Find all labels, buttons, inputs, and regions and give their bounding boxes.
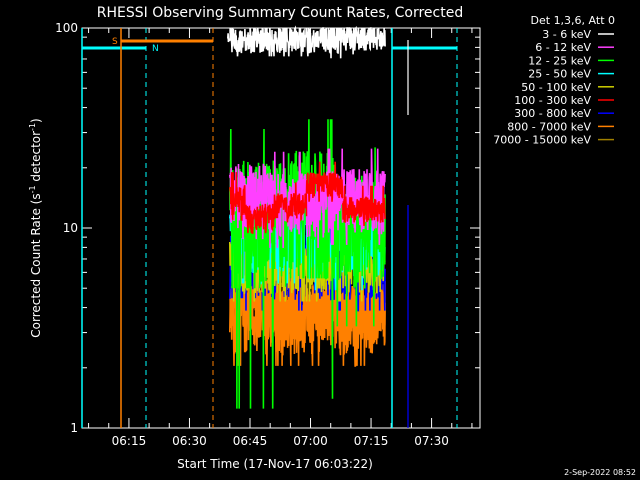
x-tick-label: 06:15 bbox=[112, 434, 147, 448]
footer-date: 2-Sep-2022 08:52 bbox=[564, 468, 636, 477]
series-trace bbox=[321, 27, 344, 59]
x-tick-label: 07:30 bbox=[414, 434, 449, 448]
saa-label: S bbox=[112, 37, 118, 47]
y-axis-label-sup2: -1 bbox=[28, 123, 37, 131]
legend-label: 6 - 12 keV bbox=[535, 41, 591, 54]
legend-label: 3 - 6 keV bbox=[542, 28, 591, 41]
night-label: N bbox=[152, 44, 159, 54]
y-axis-label-sup1: -1 bbox=[28, 185, 37, 193]
y-tick-label: 100 bbox=[55, 21, 78, 35]
legend-label: 12 - 25 keV bbox=[528, 54, 591, 67]
series-trace bbox=[333, 147, 386, 327]
series-trace bbox=[273, 182, 308, 223]
legend-label: 50 - 100 keV bbox=[521, 81, 591, 94]
chart-title: RHESSI Observing Summary Count Rates, Co… bbox=[97, 5, 463, 21]
y-tick-label: 10 bbox=[63, 221, 78, 235]
y-axis-label-main: Corrected Count Rate (s bbox=[29, 193, 43, 337]
x-tick-label: 06:45 bbox=[233, 434, 268, 448]
series-trace bbox=[229, 128, 288, 409]
series-trace bbox=[285, 119, 336, 399]
y-axis-label: Corrected Count Rate (s-1 detector-1) bbox=[28, 118, 43, 337]
legend-label: 100 - 300 keV bbox=[514, 94, 591, 107]
x-tick-label: 07:00 bbox=[293, 434, 328, 448]
x-tick-label: 06:30 bbox=[172, 434, 207, 448]
series-trace bbox=[305, 161, 344, 202]
legend-label: 25 - 50 keV bbox=[528, 68, 591, 81]
legend-label: 7000 - 15000 keV bbox=[493, 134, 591, 147]
series-trace bbox=[229, 269, 386, 367]
series-trace bbox=[227, 25, 324, 57]
series-trace bbox=[342, 25, 386, 55]
series-trace bbox=[245, 203, 275, 234]
x-axis-label: Start Time (17-Nov-17 06:03:22) bbox=[177, 457, 373, 471]
series-trace bbox=[229, 163, 267, 240]
legend-label: 300 - 800 keV bbox=[514, 107, 591, 120]
y-axis-label-end: ) bbox=[29, 118, 43, 123]
series-trace bbox=[229, 172, 247, 221]
y-axis-label-mid: detector bbox=[29, 131, 43, 186]
plot-area: 1 10 100 06:15 06:30 06:45 07:00 07:15 07:30 S N bbox=[55, 21, 481, 448]
legend-label: 800 - 7000 keV bbox=[507, 120, 591, 133]
legend-title: Det 1,3,6, Att 0 bbox=[531, 14, 615, 27]
y-tick-label: 1 bbox=[70, 421, 78, 435]
x-tick-label: 07:15 bbox=[354, 434, 389, 448]
series-trace bbox=[342, 185, 386, 226]
